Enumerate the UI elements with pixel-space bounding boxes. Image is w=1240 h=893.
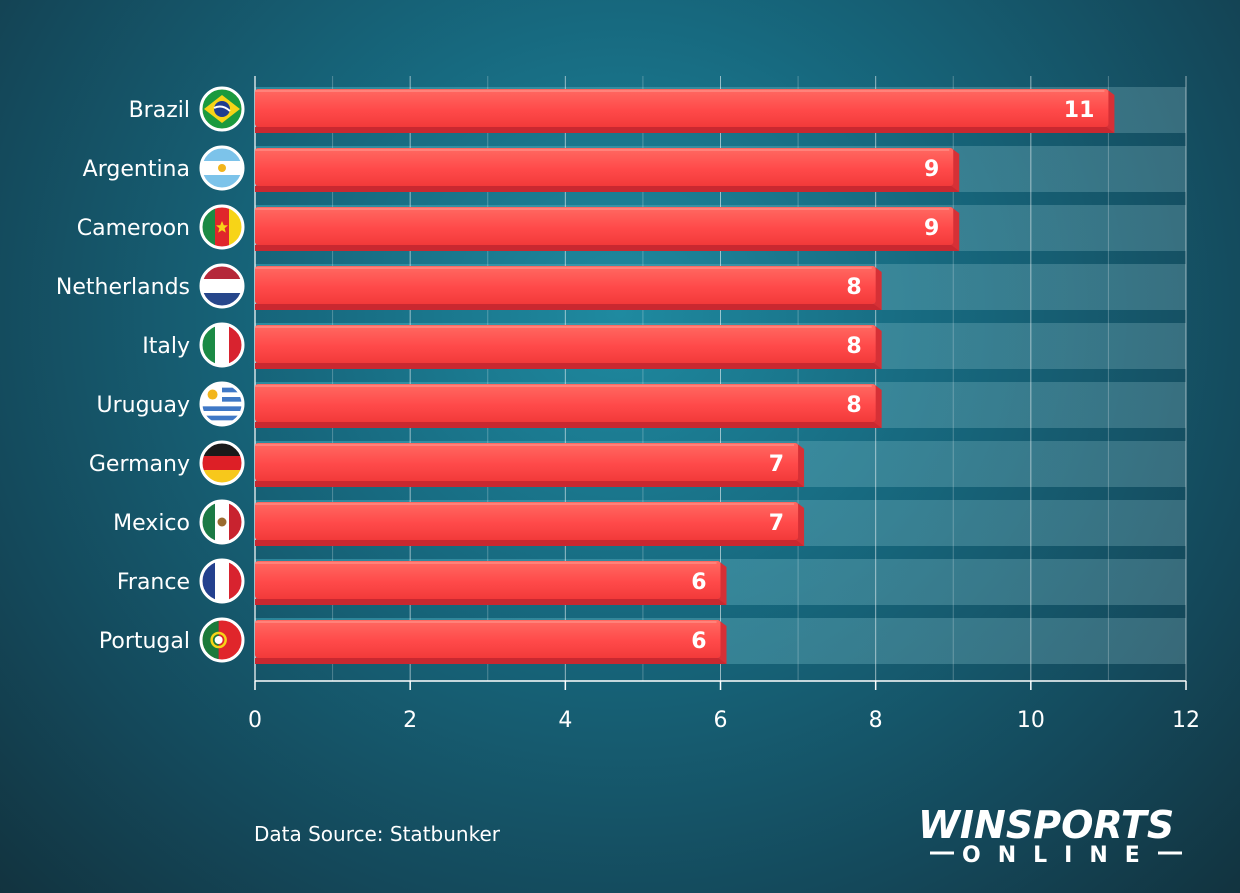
data-label: 9 bbox=[924, 216, 939, 241]
data-label: 9 bbox=[924, 157, 939, 182]
data-label: 11 bbox=[1064, 98, 1095, 123]
flag-portugal-icon bbox=[199, 617, 245, 663]
bar-shadow bbox=[255, 304, 882, 310]
category-label: Brazil bbox=[129, 98, 190, 123]
flag-border bbox=[199, 499, 245, 545]
flag-border bbox=[199, 322, 245, 368]
data-label: 8 bbox=[846, 334, 861, 359]
winsports-logo: WINSPORTS ONLINE bbox=[918, 803, 1182, 868]
category-label: Italy bbox=[142, 334, 190, 359]
bar-highlight bbox=[255, 267, 872, 269]
category-label: Mexico bbox=[113, 511, 190, 536]
bar bbox=[255, 89, 1109, 127]
bar-shadow bbox=[255, 540, 805, 546]
data-label: 6 bbox=[691, 570, 706, 595]
bar-highlight bbox=[255, 208, 950, 210]
data-label: 6 bbox=[691, 629, 706, 654]
flag-border bbox=[199, 617, 245, 663]
x-tick-label: 6 bbox=[714, 708, 728, 733]
bar-highlight bbox=[255, 503, 795, 505]
x-tick-label: 12 bbox=[1172, 708, 1200, 733]
flag-border bbox=[199, 263, 245, 309]
category-label: Argentina bbox=[83, 157, 190, 182]
data-label: 7 bbox=[769, 511, 784, 536]
data-source-note: Data Source: Statbunker bbox=[254, 822, 500, 846]
data-label: 8 bbox=[846, 393, 861, 418]
bar-highlight bbox=[255, 444, 795, 446]
bar-highlight bbox=[255, 90, 1105, 92]
data-label: 7 bbox=[769, 452, 784, 477]
category-label: France bbox=[117, 570, 190, 595]
logo-bottom-text: ONLINE bbox=[962, 843, 1157, 868]
bar-shadow bbox=[255, 363, 882, 369]
flag-border bbox=[199, 381, 245, 427]
flag-border bbox=[199, 145, 245, 191]
bar-highlight bbox=[255, 149, 950, 151]
bar-shadow bbox=[255, 127, 1115, 133]
logo-top-text: WINSPORTS bbox=[918, 803, 1174, 847]
bar bbox=[255, 325, 876, 363]
bar-shadow bbox=[255, 599, 727, 605]
bar bbox=[255, 207, 954, 245]
bar bbox=[255, 561, 721, 599]
category-label: Cameroon bbox=[77, 216, 190, 241]
bar-highlight bbox=[255, 326, 872, 328]
x-tick-label: 8 bbox=[869, 708, 883, 733]
bar-highlight bbox=[255, 385, 872, 387]
bar-shadow bbox=[255, 422, 882, 428]
flag-border bbox=[199, 440, 245, 486]
flag-italy-icon bbox=[199, 322, 245, 368]
bar bbox=[255, 384, 876, 422]
x-tick-label: 4 bbox=[558, 708, 572, 733]
flag-border bbox=[199, 204, 245, 250]
flag-border bbox=[199, 86, 245, 132]
flag-germany-icon bbox=[199, 440, 245, 486]
flag-cameroon-icon bbox=[199, 204, 245, 250]
category-label: Netherlands bbox=[56, 275, 190, 300]
bar bbox=[255, 502, 799, 540]
bar-shadow bbox=[255, 245, 960, 251]
flag-mexico-icon bbox=[199, 499, 245, 545]
category-label: Germany bbox=[89, 452, 190, 477]
flag-brazil-icon bbox=[199, 86, 245, 132]
x-tick-label: 0 bbox=[248, 708, 262, 733]
flag-uruguay-icon bbox=[199, 381, 245, 427]
flag-france-icon bbox=[199, 558, 245, 604]
bar bbox=[255, 148, 954, 186]
bar bbox=[255, 443, 799, 481]
bar-shadow bbox=[255, 658, 727, 664]
category-label: Portugal bbox=[99, 629, 190, 654]
bar-shadow bbox=[255, 481, 805, 487]
category-label: Uruguay bbox=[97, 393, 191, 418]
x-tick-label: 2 bbox=[403, 708, 417, 733]
data-label: 8 bbox=[846, 275, 861, 300]
bar-shadow bbox=[255, 186, 960, 192]
bar-highlight bbox=[255, 621, 717, 623]
bar bbox=[255, 266, 876, 304]
bar-highlight bbox=[255, 562, 717, 564]
bar bbox=[255, 620, 721, 658]
flag-border bbox=[199, 558, 245, 604]
flag-argentina-icon bbox=[199, 145, 245, 191]
x-tick-label: 10 bbox=[1017, 708, 1045, 733]
flag-netherlands-icon bbox=[199, 263, 245, 309]
